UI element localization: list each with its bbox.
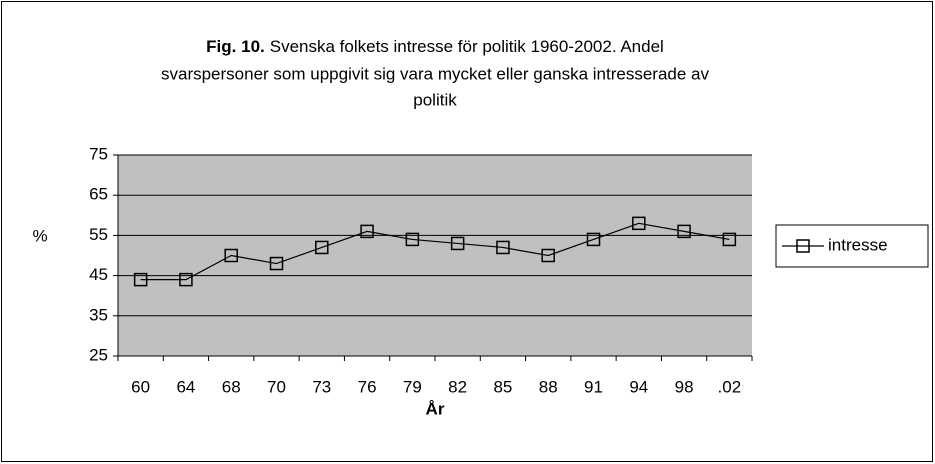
- x-tick-label: 73: [312, 377, 331, 396]
- x-tick-label: 94: [629, 377, 648, 396]
- legend-marker: [796, 239, 810, 253]
- title-prefix: Fig. 10.: [206, 37, 265, 56]
- x-tick-label: 79: [403, 377, 422, 396]
- marker: [541, 248, 555, 263]
- y-tick-label: 35: [89, 305, 108, 324]
- title-line: politik: [413, 90, 457, 109]
- x-tick-label: 70: [267, 377, 286, 396]
- y-tick-label: 25: [89, 345, 108, 364]
- marker: [405, 232, 420, 247]
- y-axis-label: %: [32, 226, 47, 245]
- marker: [586, 232, 601, 247]
- legend-label: intresse: [828, 235, 888, 254]
- series-line: [140, 222, 730, 281]
- marker: [179, 272, 193, 287]
- x-tick-label: 85: [493, 377, 512, 396]
- marker: [224, 248, 238, 263]
- y-tick-label: 55: [89, 225, 108, 244]
- x-tick-label: 91: [584, 377, 603, 396]
- marker: [315, 240, 329, 255]
- marker: [677, 224, 691, 239]
- x-axis-label: År: [426, 399, 445, 418]
- x-tick-label: .02: [718, 377, 742, 396]
- y-tick-label: 75: [89, 144, 108, 163]
- y-tick-label: 45: [89, 265, 108, 284]
- x-tick-label: 60: [131, 377, 150, 396]
- marker: [496, 240, 510, 255]
- plot-area: [118, 155, 752, 356]
- marker: [450, 236, 465, 251]
- title-line: svarspersoner som uppgivit sig vara myck…: [161, 64, 710, 83]
- x-tick-label: 76: [358, 377, 377, 396]
- marker: [269, 256, 284, 271]
- x-tick-label: 68: [222, 377, 241, 396]
- x-tick-label: 64: [176, 377, 195, 396]
- chart-title: Fig. 10. Svenska folkets intresse för pol…: [206, 37, 664, 56]
- marker: [133, 272, 148, 287]
- x-tick-label: 82: [448, 377, 467, 396]
- y-tick-label: 65: [89, 185, 108, 204]
- marker: [722, 232, 737, 247]
- x-tick-label: 88: [539, 377, 558, 396]
- marker: [360, 224, 374, 239]
- title-line: Svenska folkets intresse för politik 196…: [270, 37, 664, 56]
- marker: [632, 216, 646, 231]
- x-tick-label: 98: [675, 377, 694, 396]
